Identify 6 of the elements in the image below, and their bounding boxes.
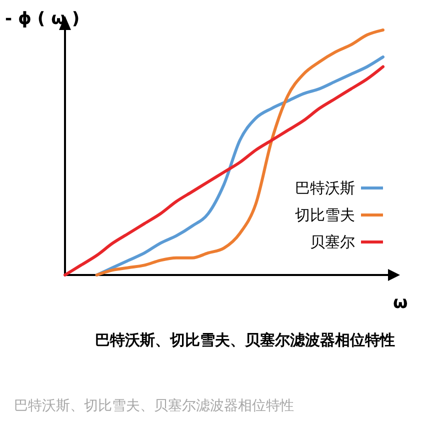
legend-label: 切比雪夫 xyxy=(295,206,355,224)
text: 巴特沃斯、切比雪夫、贝塞尔滤波器相位特性 xyxy=(14,398,294,414)
text: 巴特沃斯、切比雪夫、贝塞尔滤波器相位特性 xyxy=(95,331,395,349)
x-axis-title: ω xyxy=(393,293,408,313)
legend-label: 巴特沃斯 xyxy=(295,179,355,197)
legend-label: 贝塞尔 xyxy=(310,233,355,251)
